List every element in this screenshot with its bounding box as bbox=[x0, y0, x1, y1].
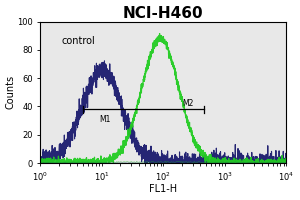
Text: M2: M2 bbox=[182, 99, 194, 108]
Text: control: control bbox=[61, 36, 95, 46]
Y-axis label: Counts: Counts bbox=[6, 75, 16, 109]
Title: NCI-H460: NCI-H460 bbox=[123, 6, 204, 21]
Text: M1: M1 bbox=[99, 115, 110, 124]
X-axis label: FL1-H: FL1-H bbox=[149, 184, 177, 194]
